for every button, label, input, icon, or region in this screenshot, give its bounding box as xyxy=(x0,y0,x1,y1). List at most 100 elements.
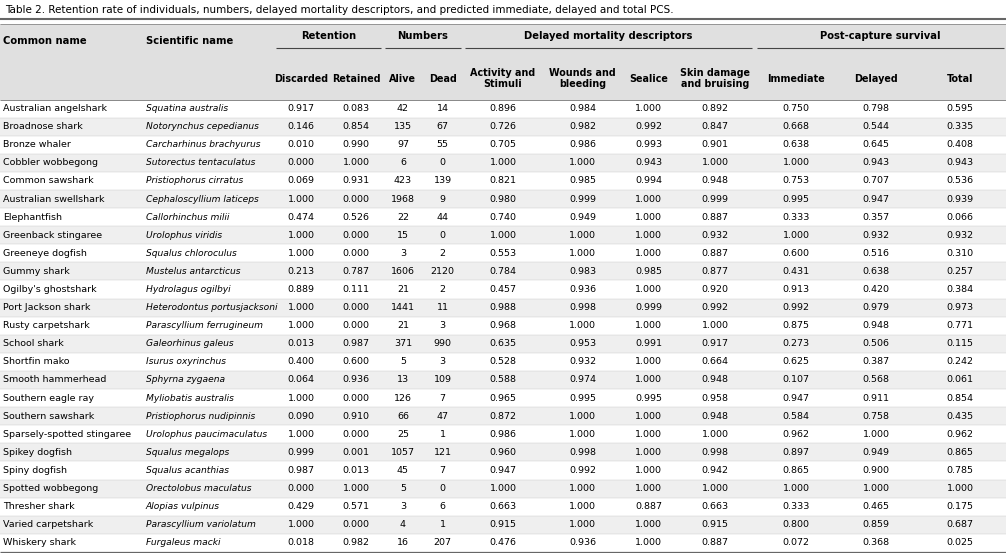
Text: 1.000: 1.000 xyxy=(636,484,662,493)
Text: Scientific name: Scientific name xyxy=(146,36,233,46)
Text: 1.000: 1.000 xyxy=(702,321,728,330)
Text: 0.310: 0.310 xyxy=(947,249,974,258)
Text: 11: 11 xyxy=(437,303,449,312)
Text: 0.913: 0.913 xyxy=(783,285,810,294)
Text: 0.984: 0.984 xyxy=(569,104,596,113)
Text: 0.526: 0.526 xyxy=(343,213,369,222)
Text: 1968: 1968 xyxy=(391,195,414,204)
Text: Urolophus viridis: Urolophus viridis xyxy=(146,231,222,240)
Text: 0.083: 0.083 xyxy=(343,104,369,113)
Text: 97: 97 xyxy=(397,140,408,149)
Text: 1.000: 1.000 xyxy=(636,357,662,367)
Text: 1.000: 1.000 xyxy=(343,158,369,168)
Text: 0.000: 0.000 xyxy=(343,321,369,330)
Text: Greeneye dogfish: Greeneye dogfish xyxy=(3,249,87,258)
Bar xyxy=(0,389,1006,407)
Text: 0.939: 0.939 xyxy=(947,195,974,204)
Text: Thresher shark: Thresher shark xyxy=(3,502,74,511)
Text: 7: 7 xyxy=(440,466,446,475)
Bar xyxy=(0,479,1006,498)
Text: 1.000: 1.000 xyxy=(636,249,662,258)
Text: 0.115: 0.115 xyxy=(947,340,974,348)
Text: Mustelus antarcticus: Mustelus antarcticus xyxy=(146,267,240,276)
Text: 0.111: 0.111 xyxy=(343,285,369,294)
Text: 0.992: 0.992 xyxy=(569,466,596,475)
Text: Australian swellshark: Australian swellshark xyxy=(3,195,105,204)
Bar xyxy=(0,353,1006,371)
Text: 0.420: 0.420 xyxy=(863,285,889,294)
Text: 3: 3 xyxy=(440,357,446,367)
Text: 1.000: 1.000 xyxy=(636,195,662,204)
Bar xyxy=(0,534,1006,552)
Text: 0.949: 0.949 xyxy=(569,213,596,222)
Text: Carcharhinus brachyurus: Carcharhinus brachyurus xyxy=(146,140,261,149)
Text: Discarded: Discarded xyxy=(275,74,328,84)
Text: Notorynchus cepedianus: Notorynchus cepedianus xyxy=(146,122,259,131)
Text: 0: 0 xyxy=(440,231,446,240)
Text: 1.000: 1.000 xyxy=(636,430,662,439)
Text: 2120: 2120 xyxy=(431,267,455,276)
Text: 0.932: 0.932 xyxy=(702,231,728,240)
Text: 4: 4 xyxy=(400,520,405,529)
Text: 0.974: 0.974 xyxy=(569,375,596,384)
Text: 3: 3 xyxy=(399,502,406,511)
Text: Southern eagle ray: Southern eagle ray xyxy=(3,394,94,403)
Bar xyxy=(0,100,1006,118)
Text: 0.887: 0.887 xyxy=(636,502,662,511)
Text: 25: 25 xyxy=(397,430,408,439)
Text: 1.000: 1.000 xyxy=(569,484,596,493)
Text: 0.000: 0.000 xyxy=(288,158,315,168)
Text: 0.973: 0.973 xyxy=(947,303,974,312)
Text: 121: 121 xyxy=(434,448,452,457)
Text: 0.958: 0.958 xyxy=(702,394,728,403)
Text: Southern sawshark: Southern sawshark xyxy=(3,411,95,421)
Text: 0.911: 0.911 xyxy=(863,394,889,403)
Text: 990: 990 xyxy=(434,340,452,348)
Text: 0.948: 0.948 xyxy=(702,411,728,421)
Text: 0.663: 0.663 xyxy=(490,502,516,511)
Text: 0.968: 0.968 xyxy=(490,321,516,330)
Text: 0.993: 0.993 xyxy=(636,140,662,149)
Text: 0.726: 0.726 xyxy=(490,122,516,131)
Text: Total: Total xyxy=(947,74,974,84)
Text: 109: 109 xyxy=(434,375,452,384)
Text: 2: 2 xyxy=(440,249,446,258)
Text: 1.000: 1.000 xyxy=(569,520,596,529)
Bar xyxy=(0,24,1006,58)
Text: Spiny dogfish: Spiny dogfish xyxy=(3,466,67,475)
Text: 0.901: 0.901 xyxy=(702,140,728,149)
Text: 0.847: 0.847 xyxy=(702,122,728,131)
Text: 0.435: 0.435 xyxy=(947,411,974,421)
Text: 0.982: 0.982 xyxy=(343,539,369,547)
Text: 0.985: 0.985 xyxy=(636,267,662,276)
Text: 0.595: 0.595 xyxy=(947,104,974,113)
Text: 0.887: 0.887 xyxy=(702,539,728,547)
Text: 42: 42 xyxy=(397,104,408,113)
Text: 0.000: 0.000 xyxy=(343,249,369,258)
Bar xyxy=(0,335,1006,353)
Text: Furgaleus macki: Furgaleus macki xyxy=(146,539,220,547)
Text: 0.892: 0.892 xyxy=(702,104,728,113)
Text: 0.987: 0.987 xyxy=(288,466,315,475)
Text: 0.645: 0.645 xyxy=(863,140,889,149)
Text: 0.986: 0.986 xyxy=(569,140,596,149)
Text: Spikey dogfish: Spikey dogfish xyxy=(3,448,72,457)
Text: School shark: School shark xyxy=(3,340,63,348)
Text: 0.536: 0.536 xyxy=(947,176,974,185)
Text: 0.784: 0.784 xyxy=(490,267,516,276)
Text: 1.000: 1.000 xyxy=(636,231,662,240)
Text: 1.000: 1.000 xyxy=(636,520,662,529)
Text: 0.854: 0.854 xyxy=(343,122,369,131)
Text: 1.000: 1.000 xyxy=(702,158,728,168)
Text: Elephantfish: Elephantfish xyxy=(3,213,62,222)
Bar xyxy=(0,498,1006,516)
Text: 1.000: 1.000 xyxy=(569,430,596,439)
Text: 1.000: 1.000 xyxy=(569,231,596,240)
Text: 0.915: 0.915 xyxy=(702,520,728,529)
Text: 3: 3 xyxy=(399,249,406,258)
Text: 0.705: 0.705 xyxy=(490,140,516,149)
Text: 1.000: 1.000 xyxy=(569,502,596,511)
Text: 0.998: 0.998 xyxy=(569,448,596,457)
Text: 1.000: 1.000 xyxy=(288,195,315,204)
Text: 0.983: 0.983 xyxy=(569,267,596,276)
